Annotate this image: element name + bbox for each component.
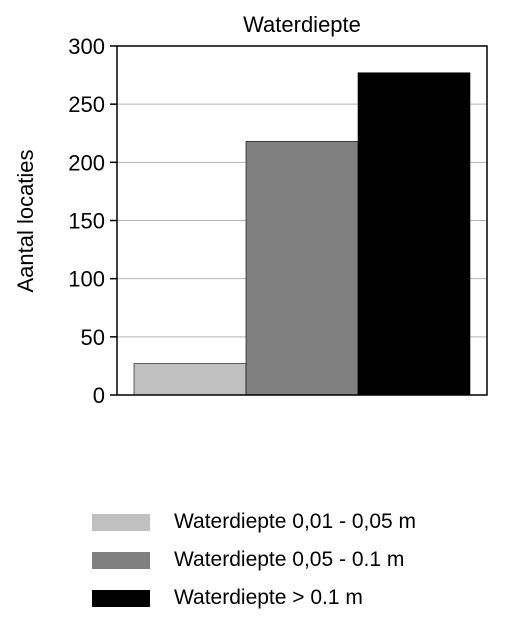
legend-label: Waterdiepte 0,01 - 0,05 m: [174, 510, 417, 533]
y-tick-label: 300: [68, 34, 105, 59]
legend-swatch: [92, 551, 150, 569]
legend-label: Waterdiepte 0,05 - 0.1 m: [174, 548, 405, 571]
legend-item: Waterdiepte 0,01 - 0,05 m: [92, 503, 416, 541]
y-tick-label: 150: [68, 209, 105, 234]
bars: [133, 72, 471, 396]
y-tick-label: 200: [68, 150, 105, 175]
bar: [357, 72, 471, 396]
bar-chart: Waterdiepte 0 50 100 150 200 250 300 Aantal lo…: [13, 12, 488, 408]
legend-swatch: [92, 589, 150, 607]
legend: Waterdiepte 0,01 - 0,05 m Waterdiepte 0,…: [92, 503, 416, 617]
bar: [245, 141, 359, 396]
bar: [133, 363, 247, 396]
legend-label: Waterdiepte > 0.1 m: [174, 586, 363, 609]
y-tick-label: 250: [68, 92, 105, 117]
legend-item: Waterdiepte 0,05 - 0.1 m: [92, 541, 416, 579]
y-axis-label: Aantal locaties: [13, 149, 38, 292]
legend-item: Waterdiepte > 0.1 m: [92, 579, 416, 617]
y-tick-label: 50: [81, 325, 105, 350]
y-tick-label: 100: [68, 267, 105, 292]
y-axis: 0 50 100 150 200 250 300: [68, 34, 117, 408]
legend-swatch: [92, 513, 150, 531]
y-tick-label: 0: [93, 383, 105, 408]
chart-title: Waterdiepte: [243, 12, 361, 37]
